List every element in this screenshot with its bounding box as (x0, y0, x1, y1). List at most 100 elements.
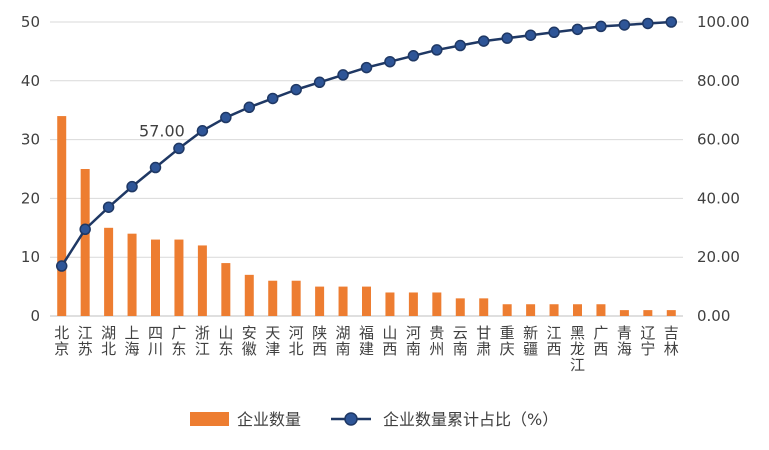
category-label: 江苏 (78, 324, 93, 358)
category-label: 吉林 (664, 324, 679, 358)
bar (127, 233, 137, 316)
bar-series (57, 116, 676, 316)
line-point (407, 50, 420, 62)
category-label: 湖北 (101, 324, 116, 358)
bar (385, 292, 395, 316)
category-label: 江西 (547, 324, 562, 358)
cumulative-line (60, 20, 672, 267)
line-point (126, 180, 138, 193)
legend-line-marker (344, 412, 358, 426)
line-point (642, 17, 654, 30)
category-label: 湖南 (336, 324, 351, 358)
line-point (524, 29, 537, 41)
line-point (79, 223, 91, 236)
right-axis-tick-label: 0.00 (697, 307, 730, 325)
line-point (548, 26, 560, 39)
bar (57, 116, 67, 316)
bar (502, 304, 512, 316)
line-point (290, 83, 302, 96)
line-point (501, 32, 513, 44)
bar (80, 169, 90, 316)
line-point (618, 19, 631, 31)
right-axis-tick-label: 100.00 (697, 13, 750, 31)
line-series (55, 16, 678, 272)
bar (526, 304, 536, 316)
bar (315, 286, 325, 316)
category-label: 河北 (289, 324, 304, 358)
bar (104, 227, 114, 316)
legend-bar-label: 企业数量 (237, 410, 301, 429)
line-point (196, 125, 209, 137)
bar (268, 280, 278, 316)
category-label: 云南 (453, 324, 468, 358)
bar (573, 304, 582, 316)
data-labels: 57.00 (139, 121, 185, 140)
bar (221, 263, 231, 316)
line-point (337, 69, 349, 81)
category-label: 上海 (125, 324, 140, 358)
category-label: 山西 (382, 324, 397, 358)
left-axis-tick-label: 50 (21, 13, 40, 31)
left-axis-tick-label: 0 (30, 307, 40, 325)
category-label: 广西 (593, 324, 608, 358)
category-label: 贵州 (429, 324, 444, 358)
line-point (665, 16, 678, 28)
line-point (243, 101, 256, 114)
bar (455, 298, 465, 316)
bar (408, 292, 418, 316)
category-label: 新疆 (523, 324, 538, 358)
bar (643, 310, 653, 316)
bar (666, 310, 676, 316)
category-axis-labels: 北京江苏湖北上海四川广东浙江山东安徽天津河北陕西湖南福建山西河南贵州云南甘肃重庆… (54, 324, 679, 374)
right-axis-ticks: 0.00 20.00 40.00 60.00 80.00 100.00 (697, 13, 750, 325)
category-label: 青海 (617, 324, 632, 358)
bar (174, 239, 184, 316)
category-label: 北京 (54, 324, 69, 358)
bar (338, 286, 348, 316)
line-point (360, 61, 373, 74)
right-axis-tick-label: 20.00 (697, 248, 740, 266)
left-axis-tick-label: 40 (21, 72, 40, 90)
left-axis-tick-label: 30 (21, 131, 40, 149)
bar (479, 298, 489, 316)
line-point (454, 39, 467, 52)
category-label: 重庆 (500, 324, 515, 358)
category-label: 黑龙江 (570, 324, 585, 374)
right-axis-tick-label: 60.00 (697, 131, 740, 149)
category-label: 安徽 (242, 324, 257, 358)
category-label: 福建 (359, 324, 374, 358)
line-point (384, 55, 396, 68)
category-label: 河南 (406, 324, 421, 358)
right-axis-tick-label: 80.00 (697, 72, 740, 90)
bar (197, 245, 207, 316)
category-label: 甘肃 (476, 324, 491, 358)
data-label: 57.00 (139, 121, 185, 140)
bar (151, 239, 160, 316)
line-point (220, 111, 232, 124)
category-label: 山东 (218, 324, 233, 358)
line-point (102, 201, 115, 213)
line-point (55, 260, 68, 272)
bar (291, 280, 301, 316)
line-point (595, 20, 607, 33)
line-point (149, 161, 162, 174)
legend-line-label: 企业数量累计占比（%） (383, 410, 558, 429)
legend-bar-swatch (190, 412, 229, 426)
bar (432, 292, 442, 316)
line-point (266, 92, 279, 105)
category-label: 浙江 (195, 324, 210, 358)
line-point (173, 142, 185, 155)
line-point (571, 23, 584, 36)
bar (619, 310, 629, 316)
legend: 企业数量 企业数量累计占比（%） (190, 410, 558, 429)
line-point (431, 44, 443, 56)
line-point (477, 35, 490, 47)
category-label: 广东 (171, 324, 186, 358)
right-axis-tick-label: 40.00 (697, 189, 740, 207)
line-point (313, 76, 326, 89)
bar (549, 304, 559, 316)
category-label: 辽宁 (640, 324, 655, 358)
left-axis-tick-label: 20 (21, 189, 40, 207)
category-label: 天津 (265, 324, 280, 358)
